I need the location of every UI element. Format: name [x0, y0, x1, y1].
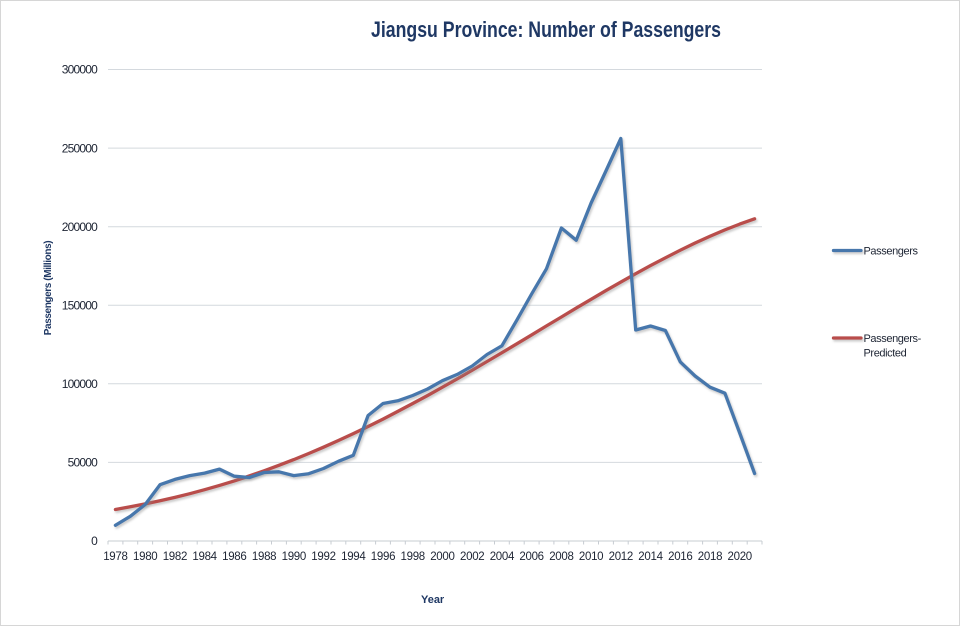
svg-text:300000: 300000	[62, 63, 98, 77]
svg-text:1980: 1980	[133, 551, 157, 563]
svg-text:2014: 2014	[638, 551, 663, 563]
svg-text:100000: 100000	[62, 377, 98, 391]
svg-text:2012: 2012	[609, 551, 633, 563]
svg-text:Passengers-: Passengers-	[864, 333, 922, 345]
svg-text:1996: 1996	[371, 551, 395, 563]
svg-text:1994: 1994	[341, 551, 366, 563]
svg-text:1982: 1982	[163, 551, 187, 563]
svg-text:50000: 50000	[68, 456, 98, 470]
svg-text:Passengers: Passengers	[864, 246, 919, 258]
svg-text:Passengers (Millions): Passengers (Millions)	[43, 241, 54, 335]
svg-text:1978: 1978	[103, 551, 127, 563]
svg-text:2016: 2016	[668, 551, 692, 563]
svg-text:2002: 2002	[460, 551, 484, 563]
svg-text:1986: 1986	[222, 551, 246, 563]
svg-text:2018: 2018	[698, 551, 722, 563]
svg-text:1992: 1992	[311, 551, 335, 563]
svg-text:1990: 1990	[282, 551, 306, 563]
svg-text:2020: 2020	[728, 551, 752, 563]
svg-text:200000: 200000	[62, 220, 98, 234]
svg-text:1988: 1988	[252, 551, 276, 563]
svg-text:0: 0	[91, 534, 98, 548]
svg-text:2000: 2000	[430, 551, 454, 563]
svg-text:1984: 1984	[192, 551, 217, 563]
svg-text:2004: 2004	[490, 551, 515, 563]
svg-text:1998: 1998	[401, 551, 425, 563]
svg-text:150000: 150000	[62, 298, 98, 312]
svg-text:250000: 250000	[62, 141, 98, 155]
svg-text:Year: Year	[421, 594, 445, 606]
svg-text:2006: 2006	[519, 551, 543, 563]
svg-text:2008: 2008	[549, 551, 573, 563]
svg-text:2010: 2010	[579, 551, 603, 563]
svg-text:Predicted: Predicted	[864, 348, 907, 360]
svg-text:Jiangsu Province: Number of Pa: Jiangsu Province: Number of Passengers	[371, 17, 721, 42]
